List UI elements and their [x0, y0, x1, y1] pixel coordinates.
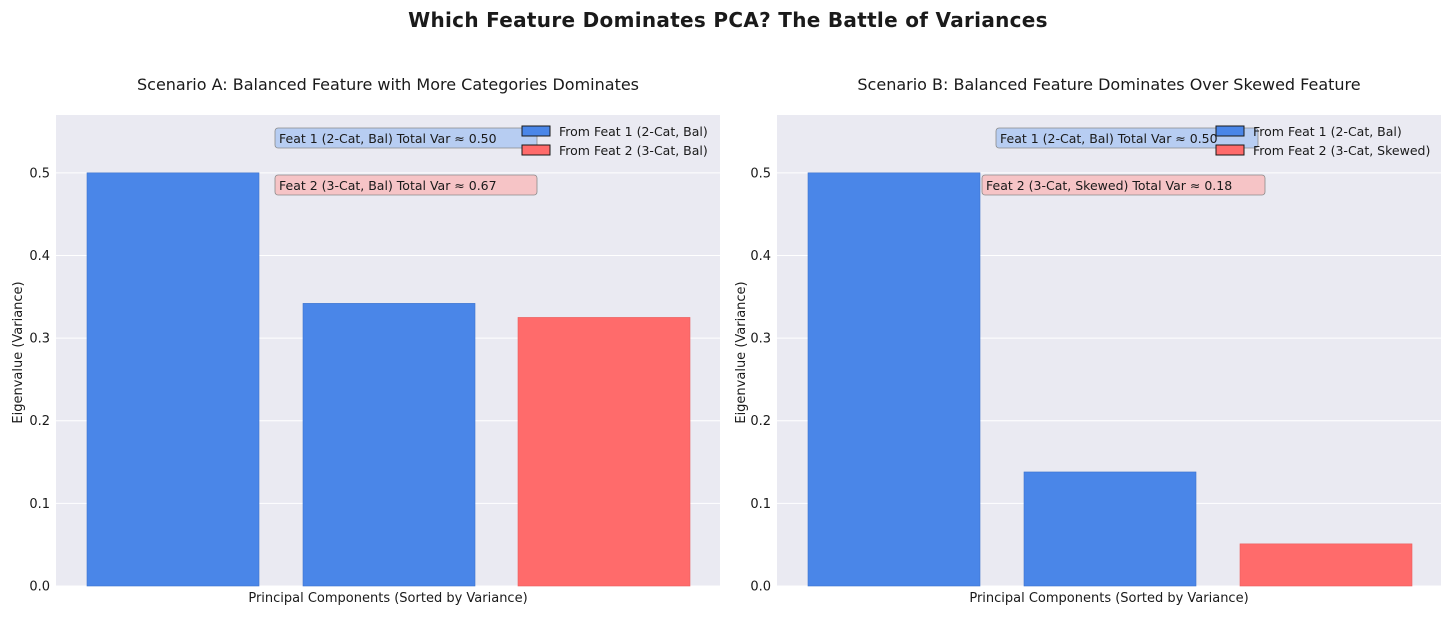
scenario-a-ytick-label: 0.0	[29, 580, 50, 595]
scenario-b-legend-swatch	[1215, 125, 1245, 137]
scenario-a-annotation-text: Feat 2 (3-Cat, Bal) Total Var ≈ 0.67	[279, 178, 497, 193]
scenario-a-ylabel: Eigenvalue (Variance)	[11, 281, 26, 423]
scenario-a-ytick-label: 0.4	[29, 249, 50, 264]
scenario-b-ytick-label: 0.5	[750, 166, 771, 181]
scenario-a-annotation-box	[274, 174, 538, 196]
scenario-a-bar	[517, 317, 691, 587]
scenario-b-title: Scenario B: Balanced Feature Dominates O…	[857, 75, 1360, 94]
scenario-b-bar	[807, 172, 981, 587]
scenario-a-ytick-label: 0.5	[29, 166, 50, 181]
figure-title: Which Feature Dominates PCA? The Battle …	[408, 8, 1048, 32]
scenario-a-bar	[302, 303, 476, 587]
scenario-b-legend-label: From Feat 1 (2-Cat, Bal)	[1253, 124, 1402, 139]
scenario-a-legend-label: From Feat 2 (3-Cat, Bal)	[559, 143, 708, 158]
scenario-b-ytick-label: 0.3	[750, 332, 771, 347]
scenario-b-ytick-label: 0.1	[750, 497, 771, 512]
scenario-b-annotation-text: Feat 1 (2-Cat, Bal) Total Var ≈ 0.50	[1000, 131, 1218, 146]
scenario-b-ytick-label: 0.4	[750, 249, 771, 264]
scenario-a-legend-swatch	[521, 125, 551, 137]
scenario-b-ytick-label: 0.2	[750, 414, 771, 429]
scenario-b-bar	[1023, 471, 1197, 587]
scenario-b-annotation-box	[981, 174, 1266, 196]
scenario-a-annotation-text: Feat 1 (2-Cat, Bal) Total Var ≈ 0.50	[279, 131, 497, 146]
scenario-a-ytick-label: 0.3	[29, 332, 50, 347]
scenario-a-ytick-label: 0.1	[29, 497, 50, 512]
scenario-b-xlabel: Principal Components (Sorted by Variance…	[969, 591, 1248, 606]
scenario-a-legend-swatch	[521, 144, 551, 156]
scenario-b-ylabel: Eigenvalue (Variance)	[734, 281, 749, 423]
scenario-b-ytick-label: 0.0	[750, 580, 771, 595]
scenario-b-legend-swatch	[1215, 144, 1245, 156]
scenario-a-legend-label: From Feat 1 (2-Cat, Bal)	[559, 124, 708, 139]
scenario-a-title: Scenario A: Balanced Feature with More C…	[137, 75, 639, 94]
scenario-b-annotation-box	[995, 127, 1259, 149]
scenario-a-xlabel: Principal Components (Sorted by Variance…	[248, 591, 527, 606]
scenario-a-bar	[86, 172, 260, 587]
scenario-b-annotation-text: Feat 2 (3-Cat, Skewed) Total Var ≈ 0.18	[986, 178, 1232, 193]
scenario-a-ytick-label: 0.2	[29, 414, 50, 429]
scenario-b-bar	[1239, 543, 1413, 587]
scenario-a-annotation-box	[274, 127, 538, 149]
scenario-b-legend-label: From Feat 2 (3-Cat, Skewed)	[1253, 143, 1430, 158]
